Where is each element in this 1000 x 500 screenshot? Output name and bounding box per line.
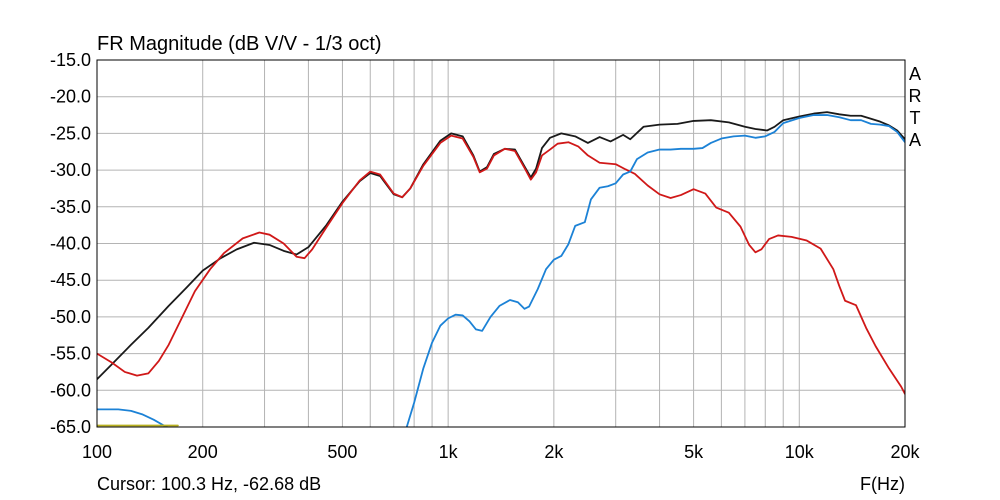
y-tick-label: -65.0 bbox=[50, 417, 91, 437]
plot-frame bbox=[96, 59, 906, 428]
watermark-letter: A bbox=[909, 130, 921, 150]
x-tick-label: 200 bbox=[188, 442, 218, 462]
y-tick-label: -35.0 bbox=[50, 197, 91, 217]
y-tick-label: -45.0 bbox=[50, 270, 91, 290]
watermark-letter: R bbox=[909, 86, 922, 106]
y-tick-label: -50.0 bbox=[50, 307, 91, 327]
series-layer bbox=[97, 111, 905, 427]
watermark-letter: T bbox=[910, 108, 921, 128]
x-axis-label: F(Hz) bbox=[860, 474, 905, 494]
cursor-readout: Cursor: 100.3 Hz, -62.68 dB bbox=[97, 474, 321, 494]
x-tick-label: 2k bbox=[544, 442, 564, 462]
watermark-letter: A bbox=[909, 64, 921, 84]
series-line-3 bbox=[405, 114, 905, 427]
chart-title: FR Magnitude (dB V/V - 1/3 oct) bbox=[97, 33, 382, 55]
x-tick-label: 20k bbox=[890, 442, 920, 462]
x-tick-label: 1k bbox=[439, 442, 459, 462]
x-tick-label: 10k bbox=[785, 442, 815, 462]
series-line-2 bbox=[97, 134, 905, 395]
y-tick-label: -20.0 bbox=[50, 87, 91, 107]
y-tick-label: -15.0 bbox=[50, 50, 91, 70]
y-tick-label: -40.0 bbox=[50, 234, 91, 254]
x-tick-label: 500 bbox=[327, 442, 357, 462]
y-tick-label: -25.0 bbox=[50, 123, 91, 143]
y-tick-label: -30.0 bbox=[50, 160, 91, 180]
y-tick-label: -60.0 bbox=[50, 380, 91, 400]
x-tick-label: 5k bbox=[684, 442, 704, 462]
x-tick-label: 100 bbox=[82, 442, 112, 462]
x-tick-labels: 100 200 500 1k 2k 5k 10k 20k bbox=[82, 442, 921, 462]
y-tick-labels: -15.0 -20.0 -25.0 -30.0 -35.0 -40.0 -45.0 -50.0… bbox=[50, 50, 91, 437]
y-tick-label: -55.0 bbox=[50, 344, 91, 364]
